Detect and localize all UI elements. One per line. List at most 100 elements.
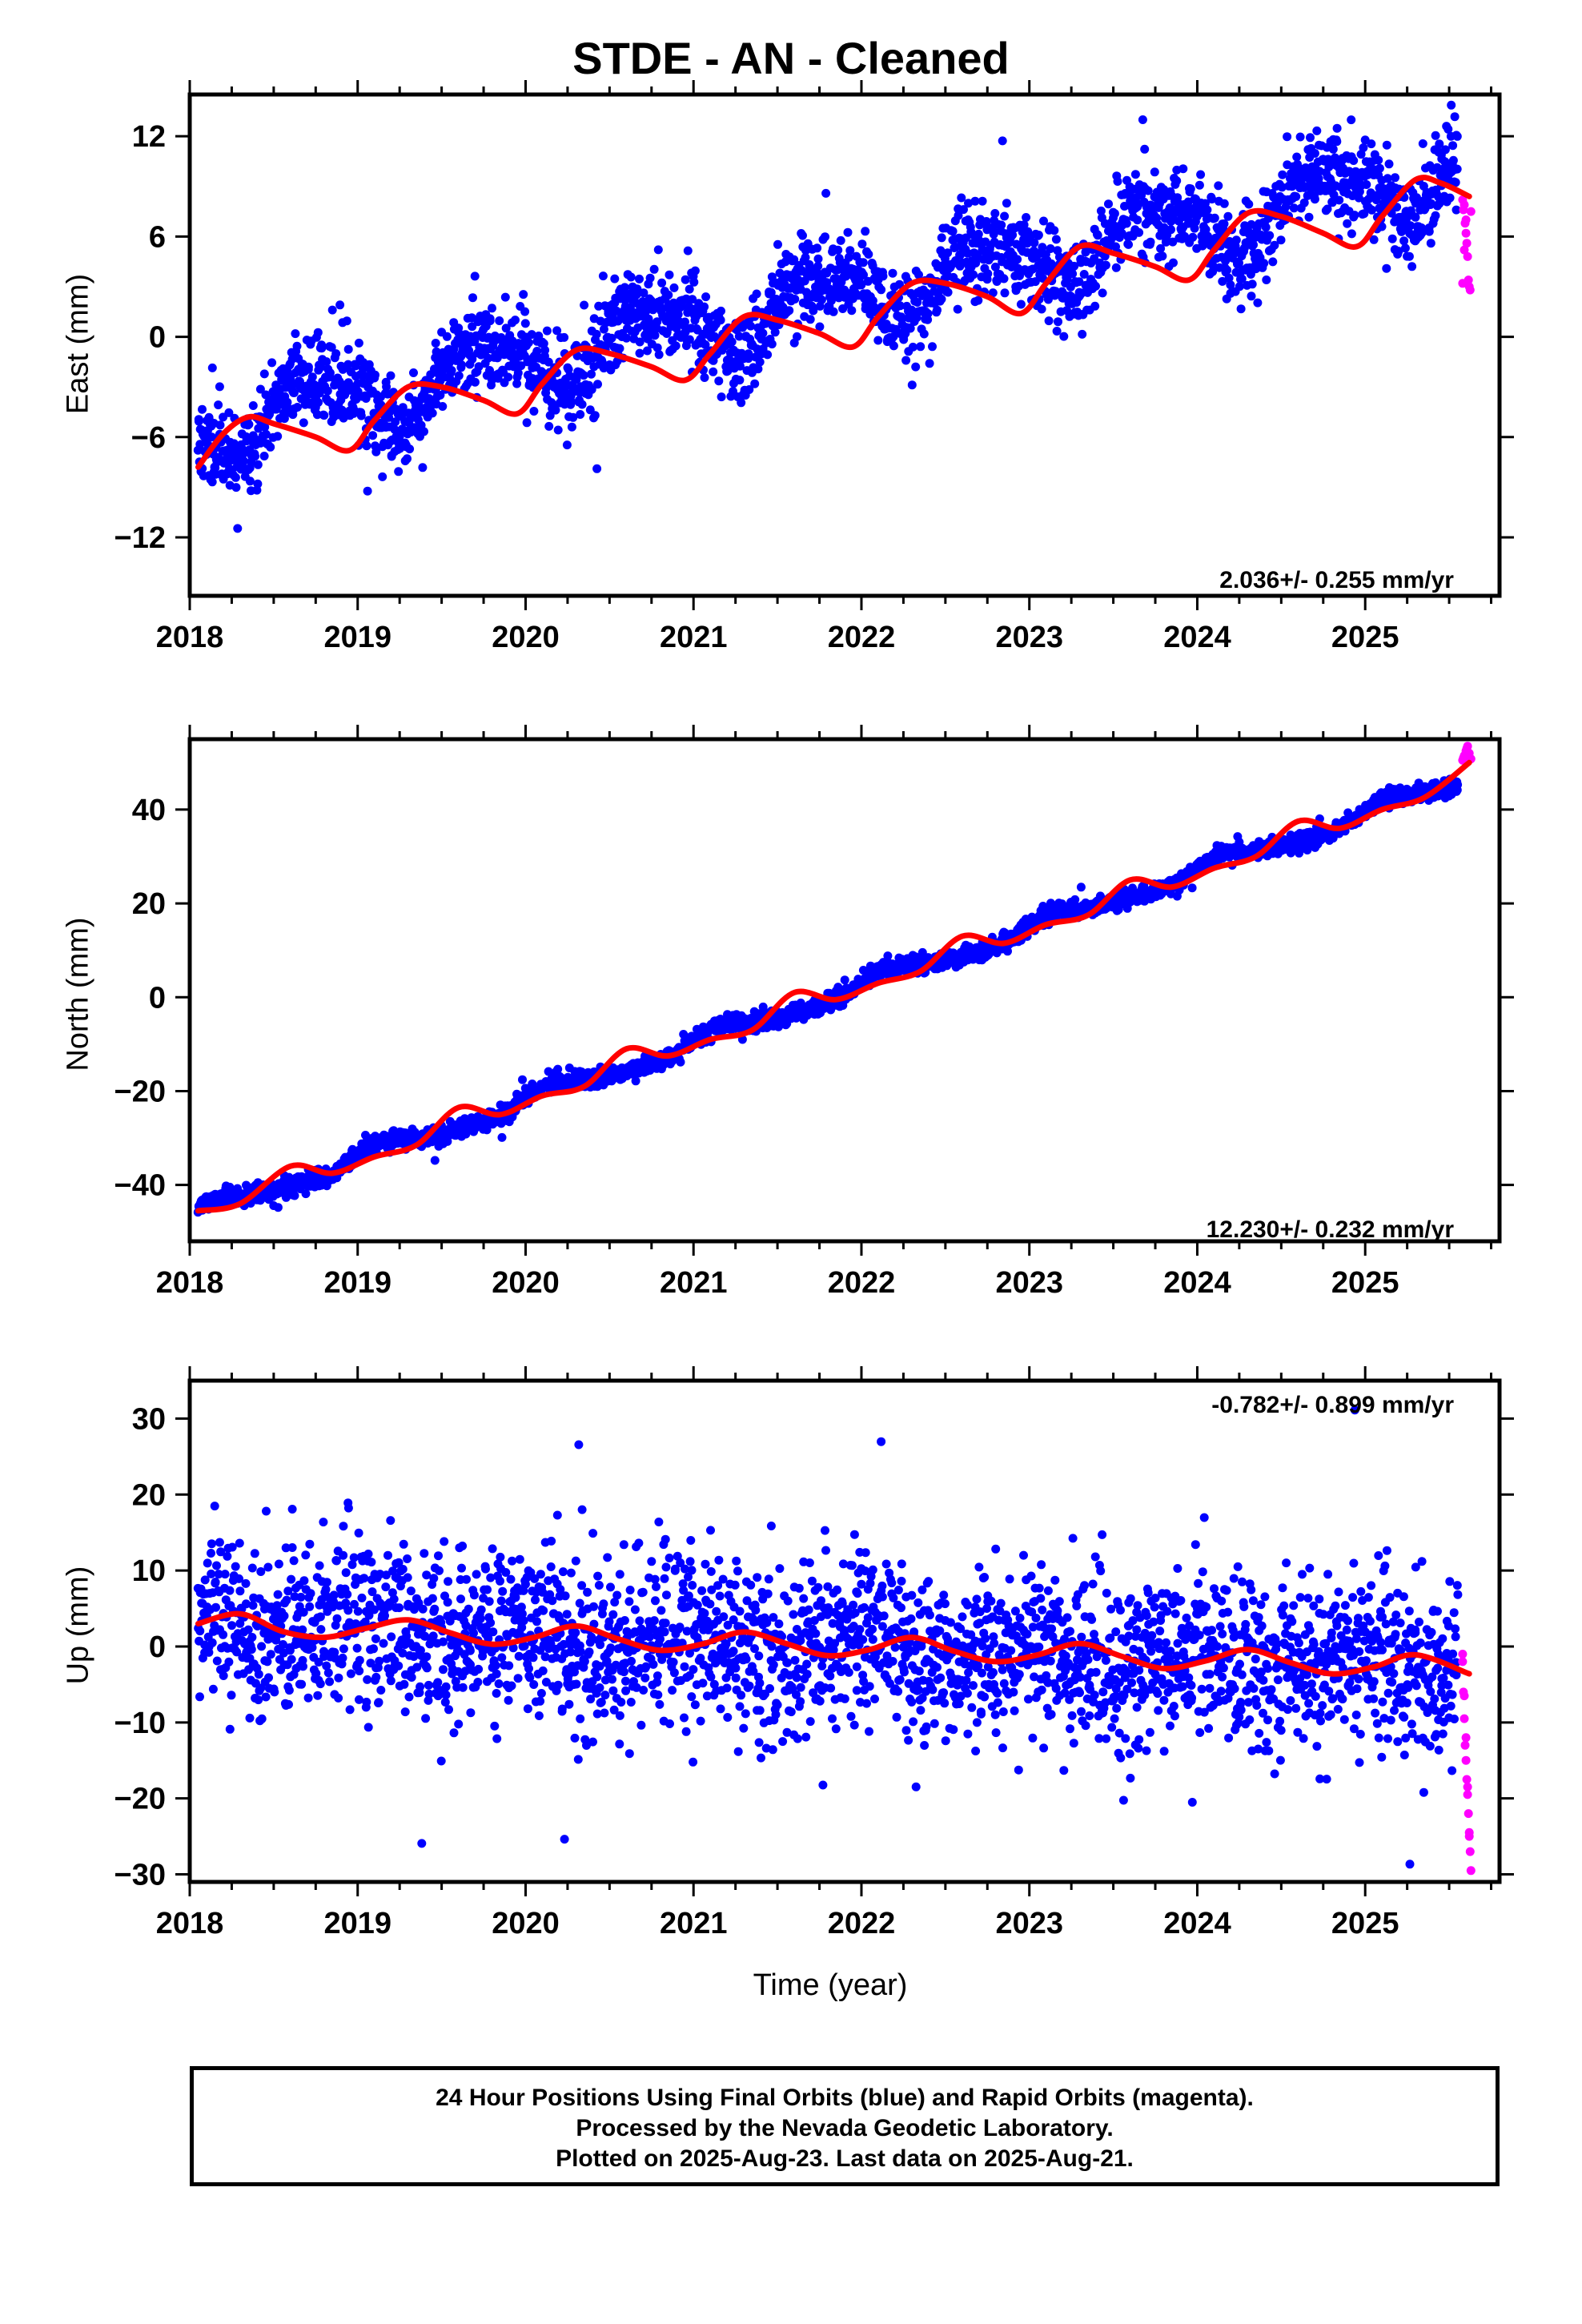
data-point <box>1210 213 1219 223</box>
data-point <box>260 422 270 432</box>
data-point <box>1328 144 1338 154</box>
data-point <box>1156 243 1166 253</box>
data-point <box>519 290 528 300</box>
data-point <box>1051 235 1061 244</box>
data-point <box>248 401 258 410</box>
data-point <box>468 322 477 332</box>
data-point <box>758 1002 768 1011</box>
data-point <box>594 301 604 311</box>
data-point <box>798 231 807 240</box>
data-point <box>1224 273 1234 283</box>
data-point <box>1231 235 1241 245</box>
data-point <box>1367 205 1376 215</box>
data-point <box>679 1030 689 1039</box>
data-point <box>598 271 608 281</box>
data-point <box>292 341 302 351</box>
data-point <box>970 196 980 206</box>
data-point <box>1091 281 1100 291</box>
data-point <box>878 271 888 281</box>
data-point <box>1431 211 1440 220</box>
data-point <box>532 347 542 356</box>
data-point <box>963 248 973 258</box>
data-point <box>1262 275 1271 284</box>
x-tick-label: 2018 <box>156 621 224 654</box>
data-point <box>207 432 216 442</box>
data-point <box>524 338 533 348</box>
data-point <box>331 349 341 359</box>
data-point <box>858 258 868 267</box>
data-point <box>750 379 760 388</box>
data-point <box>954 211 963 220</box>
data-point <box>1070 261 1079 271</box>
data-point <box>261 429 271 439</box>
rapid-data-point <box>1461 215 1471 224</box>
data-point <box>1104 199 1113 209</box>
data-point <box>544 357 553 367</box>
data-point <box>1098 288 1107 298</box>
data-point <box>428 408 437 418</box>
data-point <box>685 335 694 344</box>
data-point <box>889 341 898 351</box>
data-point <box>1249 240 1258 250</box>
data-point <box>1013 255 1022 264</box>
data-point <box>631 1076 640 1086</box>
data-point <box>1030 238 1039 247</box>
data-point <box>231 483 241 493</box>
data-point <box>291 329 300 339</box>
data-point <box>815 322 825 332</box>
data-point <box>1054 317 1062 327</box>
data-point <box>1349 156 1359 165</box>
data-point <box>1306 133 1315 143</box>
data-point <box>1079 270 1089 279</box>
data-point <box>983 269 993 279</box>
data-point <box>362 441 371 451</box>
data-point <box>1332 137 1342 147</box>
data-point <box>430 1156 440 1165</box>
data-point <box>303 362 313 372</box>
data-point <box>716 316 725 325</box>
data-point <box>1166 225 1175 235</box>
data-point <box>371 447 381 456</box>
data-point <box>1046 244 1055 253</box>
data-point <box>1236 304 1246 314</box>
data-point <box>916 342 926 352</box>
data-point <box>482 1125 492 1135</box>
data-point <box>1374 155 1383 165</box>
data-point <box>1223 211 1233 221</box>
data-point <box>572 375 581 384</box>
data-point <box>267 358 277 368</box>
data-point <box>908 342 917 352</box>
panel-east-fit-line <box>195 175 1472 470</box>
data-point <box>1008 230 1018 239</box>
data-point <box>436 390 445 400</box>
data-point <box>652 343 662 352</box>
data-point <box>1283 132 1292 142</box>
data-point <box>323 386 332 396</box>
data-point <box>1299 198 1309 207</box>
data-point <box>1448 141 1458 151</box>
data-point <box>888 268 897 278</box>
data-point <box>664 290 673 300</box>
data-point <box>504 372 513 382</box>
data-point <box>813 261 823 271</box>
data-point <box>1138 115 1147 124</box>
data-point <box>513 368 523 378</box>
data-point <box>363 486 372 496</box>
data-point <box>1329 190 1339 199</box>
data-point <box>1034 231 1043 239</box>
data-point <box>688 295 697 304</box>
data-point <box>207 363 217 372</box>
data-point <box>700 373 709 382</box>
data-point <box>1022 213 1031 222</box>
data-point <box>763 350 773 360</box>
data-point <box>928 342 937 352</box>
data-point <box>800 276 809 286</box>
data-point <box>1044 316 1054 326</box>
data-point <box>488 304 496 313</box>
data-point <box>342 316 351 326</box>
data-point <box>1169 258 1178 267</box>
data-point <box>650 331 660 340</box>
data-point <box>307 372 317 382</box>
data-point <box>325 368 335 378</box>
data-point <box>1451 178 1460 187</box>
